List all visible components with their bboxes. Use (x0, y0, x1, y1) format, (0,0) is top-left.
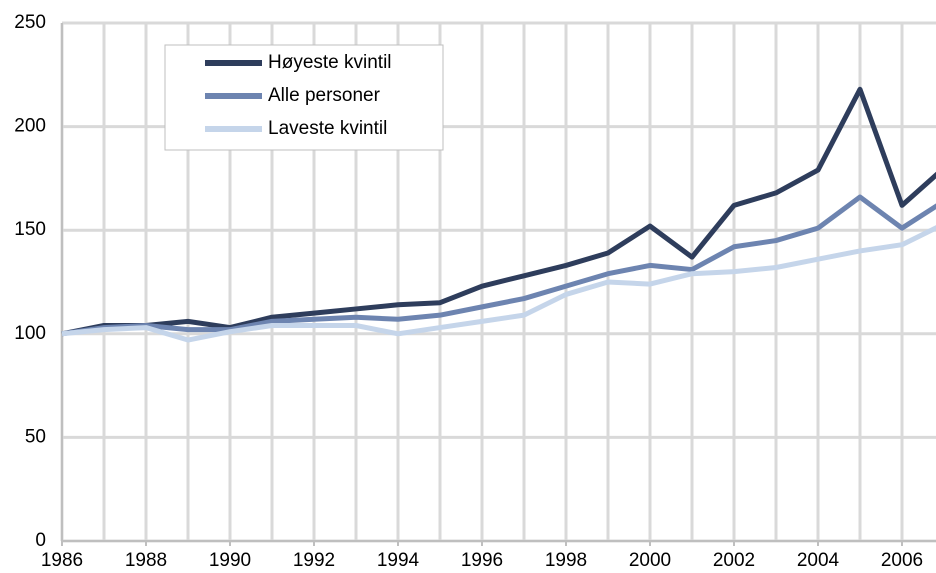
y-tick-label: 50 (25, 426, 46, 447)
x-tick-label: 1988 (125, 550, 167, 571)
line-series (61, 225, 936, 343)
y-tick-label: 0 (35, 530, 46, 551)
legend-label: Høyeste kvintil (268, 52, 392, 73)
x-tick-label: 1986 (41, 550, 83, 571)
x-tick-label: 1994 (377, 550, 420, 571)
y-tick-label: 150 (14, 219, 46, 240)
x-tick-label: 1998 (545, 550, 587, 571)
legend-label: Laveste kvintil (268, 118, 387, 139)
y-tick-label: 100 (14, 323, 46, 344)
line-series (61, 86, 936, 337)
x-tick-label: 2002 (713, 550, 755, 571)
x-tick-label: 2004 (797, 550, 840, 571)
x-tick-label: 1992 (293, 550, 335, 571)
x-tick-label: 1996 (461, 550, 503, 571)
line-series (61, 194, 936, 337)
y-tick-label: 250 (14, 12, 46, 33)
x-tick-label: 2000 (629, 550, 671, 571)
x-tick-label: 1990 (209, 550, 251, 571)
x-tick-label: 2006 (881, 550, 923, 571)
y-tick-label: 200 (14, 116, 46, 137)
legend-label: Alle personer (268, 85, 381, 106)
